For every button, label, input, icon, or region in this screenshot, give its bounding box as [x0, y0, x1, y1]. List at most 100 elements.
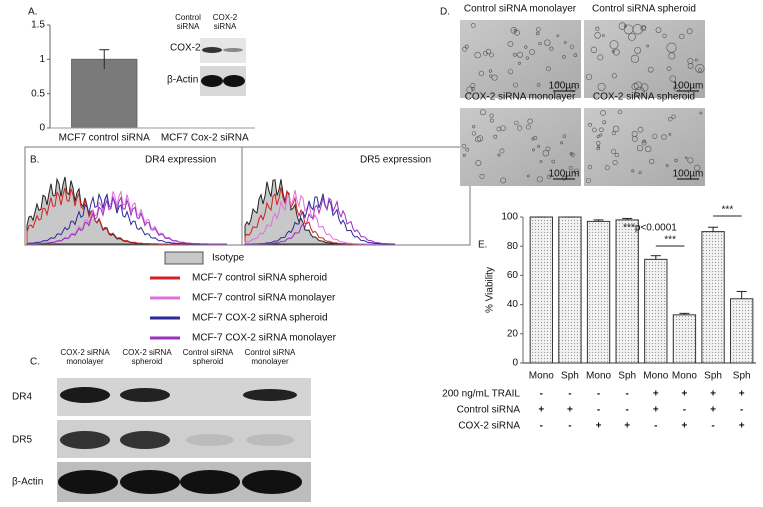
blot-column-label: Control siRNA monolayer — [244, 348, 296, 366]
micrograph — [584, 20, 705, 98]
cell — [597, 82, 606, 91]
cell — [612, 125, 620, 133]
condition-sign: + — [567, 405, 573, 416]
legend-label: MCF-7 control siRNA monolayer — [192, 293, 336, 304]
cell — [568, 166, 574, 171]
cells — [461, 22, 705, 184]
cell — [695, 63, 705, 74]
y-tick-label: 80 — [507, 241, 519, 252]
bar — [529, 216, 553, 364]
condition-sign: - — [683, 405, 686, 416]
scale-label: 100µm — [549, 169, 580, 180]
condition-sign: + — [710, 389, 716, 400]
cell — [474, 51, 481, 59]
cell — [699, 111, 703, 115]
cell — [499, 148, 505, 154]
cell — [489, 113, 494, 118]
cell — [623, 24, 627, 28]
cell — [475, 159, 482, 166]
cell — [669, 75, 677, 83]
x-tick-label: Mono — [586, 371, 611, 382]
cell — [617, 109, 623, 115]
blot-band — [202, 47, 222, 53]
cell — [611, 49, 615, 53]
cell — [674, 158, 678, 163]
x-tick-label: Sph — [704, 371, 722, 382]
cell — [562, 55, 566, 59]
x-tick-label: Mono — [672, 371, 697, 382]
cell — [597, 145, 600, 148]
cell — [556, 81, 560, 85]
condition-sign: + — [739, 421, 745, 432]
histogram — [26, 195, 228, 245]
blot-row-label: β-Actin — [167, 75, 198, 86]
cell — [679, 33, 685, 40]
cell — [638, 171, 642, 175]
bar — [558, 216, 582, 364]
condition-label: Control siRNA — [457, 405, 521, 416]
cell — [631, 83, 639, 91]
scale-label: 100µm — [549, 81, 580, 92]
cell — [632, 24, 643, 35]
condition-sign: + — [682, 421, 688, 432]
legend-label: Isotype — [212, 253, 245, 264]
blot-band — [120, 431, 170, 449]
condition-sign: - — [740, 405, 743, 416]
histogram — [244, 189, 395, 245]
cell — [542, 149, 550, 157]
micrograph — [460, 108, 581, 186]
cell — [507, 69, 514, 75]
cell — [599, 127, 604, 132]
scale-label: 100µm — [673, 81, 704, 92]
cell — [595, 26, 600, 31]
cell — [687, 157, 694, 164]
y-tick-label: 40 — [507, 299, 519, 310]
cell — [585, 73, 593, 81]
condition-sign: + — [538, 405, 544, 416]
panel-label: C. — [30, 357, 40, 368]
cell — [513, 52, 517, 57]
cell — [631, 169, 635, 173]
blot-row-label: COX-2 — [170, 43, 201, 54]
condition-sign: - — [711, 421, 714, 432]
cell — [538, 42, 542, 46]
cell — [661, 134, 667, 140]
cell — [485, 48, 491, 55]
cell — [563, 41, 567, 44]
blot-row-label: β-Actin — [12, 477, 43, 488]
cell — [604, 165, 610, 171]
condition-sign: - — [626, 389, 629, 400]
cell — [698, 68, 702, 73]
y-axis-label: % Viability — [485, 267, 496, 313]
legend-swatch — [164, 251, 204, 265]
legend-label: MCF-7 COX-2 siRNA monolayer — [192, 333, 337, 344]
x-tick-label: Sph — [733, 371, 751, 382]
cell — [496, 126, 502, 132]
blot-column-label: Control siRNA spheroid — [182, 348, 234, 366]
blot-band — [246, 434, 294, 446]
cell — [537, 144, 541, 148]
cell — [573, 168, 580, 175]
blot-band — [58, 470, 118, 494]
cell — [517, 125, 523, 131]
blot-band — [60, 387, 110, 403]
cell — [618, 22, 627, 30]
cell — [500, 125, 506, 131]
blot-band — [223, 75, 245, 87]
cell — [633, 81, 643, 90]
y-tick-label: 60 — [507, 270, 519, 281]
cell — [647, 66, 654, 73]
x-tick-label: Sph — [561, 371, 579, 382]
flow-title: DR5 expression — [360, 155, 431, 166]
x-tick-label: Sph — [618, 371, 636, 382]
cell — [634, 86, 645, 97]
y-tick-label: 1.5 — [31, 20, 45, 31]
condition-sign: - — [654, 421, 657, 432]
annotation: ***p<0.0001 — [623, 223, 677, 234]
cell — [628, 32, 636, 41]
micrograph-caption: Control siRNA spheroid — [592, 4, 696, 15]
y-tick-label: 0 — [512, 358, 518, 369]
cell — [529, 49, 535, 55]
annotation: *** — [664, 235, 676, 246]
